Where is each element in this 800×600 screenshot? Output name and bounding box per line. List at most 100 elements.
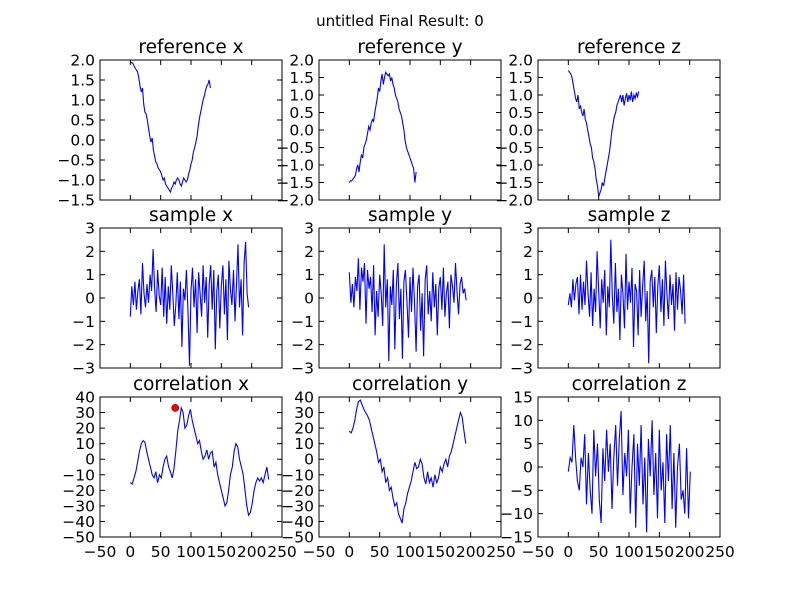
series-line-sample_z [567, 239, 686, 364]
ytick-label: −20 [281, 482, 314, 500]
ytick-label: −1.5 [276, 174, 314, 192]
subplot-title-corr_y: correlation y [352, 374, 468, 395]
ytick-label: 1 [523, 266, 533, 284]
ytick-label: 40 [75, 389, 95, 407]
ytick-label: 15 [513, 389, 533, 407]
ytick-label: −10 [281, 466, 314, 484]
ytick-label: 1 [85, 266, 95, 284]
series-line-corr_z [567, 410, 691, 533]
ytick-label: 3 [304, 220, 314, 238]
ytick-label: 30 [75, 404, 95, 422]
xtick-label: 150 [426, 543, 456, 561]
subplot-ref_z: 2.01.51.00.50.0−0.5−1.0−1.5−2.0 reference… [495, 37, 721, 210]
ytick-label: 0 [523, 459, 533, 477]
subplot-title-sample_z: sample z [588, 205, 671, 226]
ytick-label: 1.0 [289, 87, 314, 105]
ytick-label: −50 [281, 529, 314, 547]
ytick-label: −1 [72, 313, 95, 331]
ytick-label: 40 [294, 389, 314, 407]
xtick-label: 100 [614, 543, 644, 561]
ytick-label: 0 [304, 290, 314, 308]
ytick-label: −20 [62, 482, 95, 500]
ytick-label: 0.0 [508, 122, 533, 140]
ytick-label: 20 [75, 420, 95, 438]
ytick-label: −1 [291, 313, 314, 331]
ytick-label: −3 [72, 360, 95, 378]
xtick-label: 0 [563, 543, 573, 561]
ytick-label: 10 [294, 435, 314, 453]
ytick-label: 2.0 [508, 52, 533, 70]
ytick-label: 2.0 [70, 52, 95, 70]
ytick-label: −15 [500, 529, 533, 547]
subplot-sample_z: 3 2 1 0 −1 −2 −3 sample z [510, 205, 721, 378]
xtick-label: −50 [522, 543, 555, 561]
ytick-label: −0.5 [495, 139, 533, 157]
ytick-label: −2 [291, 336, 314, 354]
ytick-label: 2 [523, 243, 533, 261]
axes-frame-ref_x [99, 59, 283, 201]
ytick-label: 0 [523, 290, 533, 308]
subplot-title-corr_x: correlation x [133, 374, 249, 395]
figure-suptitle: untitled Final Result: 0 [316, 12, 484, 30]
ytick-label: 2 [304, 243, 314, 261]
series-line-corr_x [129, 405, 270, 517]
ytick-label: 0.5 [70, 112, 95, 130]
ytick-label: 3 [523, 220, 533, 238]
xtick-label: 50 [589, 543, 609, 561]
xtick-label: 150 [645, 543, 675, 561]
subplot-title-ref_z: reference z [577, 37, 681, 58]
axes-frame-sample_z [537, 227, 721, 369]
ytick-label: −40 [281, 513, 314, 531]
ytick-label: 10 [75, 435, 95, 453]
ytick-label: −10 [500, 505, 533, 523]
xtick-label: −50 [84, 543, 117, 561]
xtick-label: 50 [370, 543, 390, 561]
xtick-label: −50 [303, 543, 336, 561]
ytick-label: 5 [523, 435, 533, 453]
ytick-label: 10 [513, 412, 533, 430]
ytick-label: −0.5 [276, 139, 314, 157]
subplot-title-ref_x: reference x [138, 37, 243, 58]
subplot-title-sample_y: sample y [368, 205, 452, 226]
ytick-label: −50 [62, 529, 95, 547]
ytick-label: −2 [510, 336, 533, 354]
subplot-ref_y: 2.01.51.00.50.0−0.5−1.0−1.5−2.0 reference… [276, 37, 502, 210]
xtick-label: 200 [237, 543, 267, 561]
ytick-label: 0.5 [289, 104, 314, 122]
series-line-sample_y [348, 244, 467, 362]
ytick-label: −1.0 [495, 157, 533, 175]
axes-frame-ref_y [318, 59, 502, 201]
ytick-label: 1.0 [508, 87, 533, 105]
ytick-label: 30 [294, 404, 314, 422]
ytick-label: 20 [294, 420, 314, 438]
ytick-label: 0.0 [70, 132, 95, 150]
xtick-label: 250 [486, 543, 516, 561]
series-line-corr_y [348, 399, 467, 524]
subplot-ref_x: 2.0 1.5 1.0 0.5 0.0 −0.5 −1.0 −1.5 reference x [57, 37, 283, 210]
xtick-label: 200 [675, 543, 705, 561]
ytick-label: −1.0 [57, 172, 95, 190]
ytick-label: 3 [85, 220, 95, 238]
series-line-ref_x [129, 61, 211, 194]
ytick-label: 1.5 [70, 72, 95, 90]
subplot-sample_x: 3 2 1 0 −1 −2 −3 sample x [72, 205, 283, 378]
xtick-label: 150 [207, 543, 237, 561]
ytick-label: 0 [85, 290, 95, 308]
axes-frame-corr_y [318, 396, 502, 538]
ytick-label: −1.5 [57, 192, 95, 210]
xtick-label: 100 [395, 543, 425, 561]
series-line-ref_z [567, 70, 640, 197]
ytick-label: 1.0 [70, 92, 95, 110]
xtick-label: 50 [151, 543, 171, 561]
subplot-title-ref_y: reference y [357, 37, 462, 58]
ytick-label: −2.0 [495, 192, 533, 210]
xtick-label: 250 [705, 543, 735, 561]
ytick-label: −10 [62, 466, 95, 484]
ytick-label: −2 [72, 336, 95, 354]
subplot-title-corr_z: correlation z [572, 374, 687, 395]
xtick-label: 0 [125, 543, 135, 561]
ytick-label: 0 [85, 451, 95, 469]
